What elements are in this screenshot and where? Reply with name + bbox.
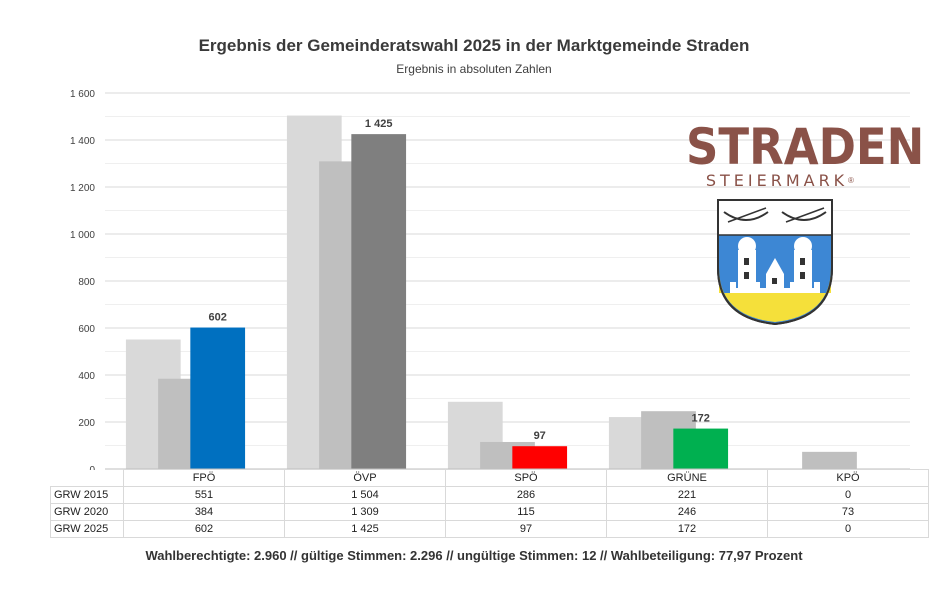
bar-grw-2020	[802, 451, 857, 469]
data-label: 602	[209, 312, 227, 324]
table-cell: 0	[767, 486, 929, 504]
logo-wordmark: STRADEN	[686, 118, 925, 176]
bar-grw-2025	[190, 327, 246, 469]
data-label: 97	[534, 430, 546, 442]
table-corner	[50, 469, 124, 487]
table-cell: 286	[445, 486, 607, 504]
data-label: 1 425	[365, 118, 393, 130]
logo-subline: STEIERMARK	[705, 171, 849, 190]
table-row-label: GRW 2015	[50, 486, 124, 504]
table-cell: 384	[123, 503, 285, 521]
table-cell: 602	[123, 520, 285, 538]
table-cell: 246	[606, 503, 768, 521]
data-table: FPÖ ÖVP SPÖ GRÜNE KPÖ GRW 2015 551 1 504…	[50, 469, 929, 538]
table-cell: 551	[123, 486, 285, 504]
y-tick-label: 400	[78, 371, 95, 382]
table-row: GRW 2025 602 1 425 97 172 0	[50, 520, 929, 538]
bar-grw-2025	[351, 134, 407, 469]
y-tick-label: 600	[78, 324, 95, 335]
table-cell: 1 309	[284, 503, 446, 521]
table-cell: 97	[445, 520, 607, 538]
y-tick-label: 1 200	[70, 183, 95, 194]
y-tick-label: 1 600	[70, 89, 95, 100]
table-header-cell: GRÜNE	[606, 469, 768, 487]
y-tick-label: 1 400	[70, 136, 95, 147]
chart-title: Ergebnis der Gemeinderatswahl 2025 in de…	[198, 36, 750, 55]
coat-of-arms-icon	[717, 199, 833, 326]
y-tick-label: 0	[89, 465, 95, 470]
table-cell: 1 504	[284, 486, 446, 504]
table-row: GRW 2015 551 1 504 286 221 0	[50, 486, 929, 504]
y-tick-label: 200	[78, 418, 95, 429]
table-header-cell: KPÖ	[767, 469, 929, 487]
table-row: GRW 2020 384 1 309 115 246 73	[50, 503, 929, 521]
bar-grw-2025	[512, 446, 568, 469]
table-header-cell: FPÖ	[123, 469, 285, 487]
y-tick-label: 1 000	[70, 230, 95, 241]
table-cell: 0	[767, 520, 929, 538]
data-label: 172	[692, 413, 710, 425]
table-cell: 221	[606, 486, 768, 504]
table-cell: 115	[445, 503, 607, 521]
table-row-label: GRW 2025	[50, 520, 124, 538]
table-header-cell: SPÖ	[445, 469, 607, 487]
table-header-row: FPÖ ÖVP SPÖ GRÜNE KPÖ	[50, 469, 929, 487]
bar-grw-2025	[673, 428, 729, 469]
table-cell: 172	[606, 520, 768, 538]
table-cell: 73	[767, 503, 929, 521]
table-cell: 1 425	[284, 520, 446, 538]
table-header-cell: ÖVP	[284, 469, 446, 487]
straden-logo: STRADEN STEIERMARK ®	[676, 118, 925, 333]
y-tick-label: 800	[78, 277, 95, 288]
summary-footer: Wahlberechtigte: 2.960 // gültige Stimme…	[145, 548, 803, 563]
chart-subtitle: Ergebnis in absoluten Zahlen	[396, 62, 552, 76]
table-row-label: GRW 2020	[50, 503, 124, 521]
registered-mark: ®	[848, 176, 854, 185]
